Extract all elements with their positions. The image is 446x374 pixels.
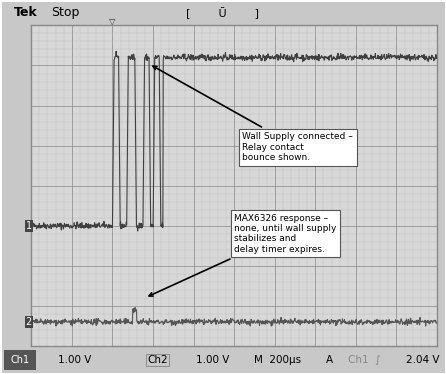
Text: 1: 1	[26, 221, 32, 231]
Text: M  200μs: M 200μs	[254, 355, 301, 365]
Text: MAX6326 response –
none, until wall supply
stabilizes and
delay timer expires.: MAX6326 response – none, until wall supp…	[149, 214, 337, 296]
Text: Wall Supply connected –
Relay contact
bounce shown.: Wall Supply connected – Relay contact bo…	[153, 66, 353, 162]
Text: 1.00 V: 1.00 V	[196, 355, 230, 365]
Bar	[4, 350, 36, 370]
Text: Ch1  ∫: Ch1 ∫	[348, 355, 380, 365]
Text: [        Ū        ]: [ Ū ]	[186, 7, 260, 19]
Text: Tek: Tek	[13, 6, 37, 19]
Text: A: A	[326, 355, 333, 365]
Text: Ch2: Ch2	[147, 355, 168, 365]
Text: 2: 2	[26, 317, 32, 327]
Text: 2.04 V: 2.04 V	[406, 355, 439, 365]
Text: 1.00 V: 1.00 V	[58, 355, 91, 365]
Text: Ch1: Ch1	[11, 355, 29, 365]
Text: Stop: Stop	[51, 6, 80, 19]
Text: ▽: ▽	[109, 16, 116, 25]
